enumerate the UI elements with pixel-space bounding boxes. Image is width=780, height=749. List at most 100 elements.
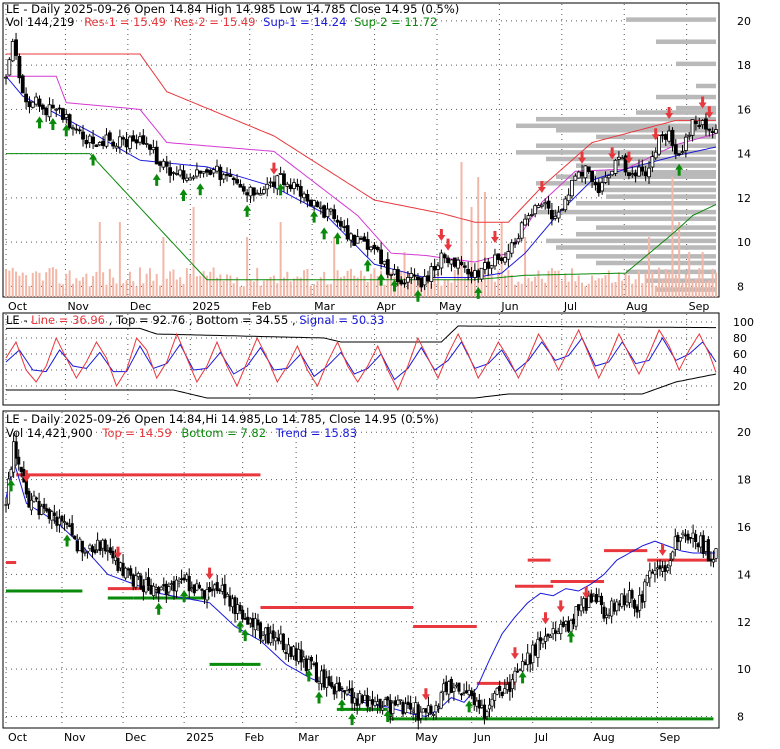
sell-signal-arrow <box>651 128 660 141</box>
volume-bar <box>112 277 115 297</box>
candle-body <box>506 251 511 260</box>
volume-bar <box>159 285 162 297</box>
candle-body <box>389 273 394 276</box>
candle-body <box>479 267 484 280</box>
candle-body <box>640 166 645 172</box>
trend-candle-body <box>330 682 334 688</box>
trend-candle-body <box>302 656 306 660</box>
candle-body <box>255 192 260 195</box>
main-x-tick-label: 2025 <box>192 300 220 313</box>
trend-candle-body <box>62 521 67 524</box>
volume-bar <box>5 269 7 297</box>
volume-bar <box>654 285 657 297</box>
trend-candle-body <box>513 670 517 683</box>
trend-candle-body <box>648 570 652 579</box>
trend-candle-body <box>266 626 270 644</box>
trend-candle-body <box>93 549 97 554</box>
candle-body <box>27 101 32 108</box>
volume-bar <box>426 276 429 297</box>
candle-body <box>332 209 337 219</box>
candle-body <box>282 173 286 186</box>
trend-sell-arrow <box>510 647 519 660</box>
trend-x-tick-label: Jun <box>473 731 491 744</box>
candle-body <box>178 169 183 176</box>
candle-body <box>539 204 544 207</box>
volume-profile-bar <box>636 110 716 115</box>
volume-bar <box>282 277 285 297</box>
trend-candle-body <box>373 701 377 706</box>
trend-candle-body <box>620 593 624 607</box>
candle-body <box>600 182 605 192</box>
trend-vol-label: Vol 14,421,900 <box>6 426 93 440</box>
stoch-comma-3: , <box>292 313 299 327</box>
volume-bar <box>68 270 71 297</box>
stochastic-lines <box>5 325 717 399</box>
trend-candle-body <box>645 575 649 584</box>
trend-candle-body <box>683 534 688 537</box>
trend-candle-body <box>615 601 619 612</box>
volume-bar <box>202 271 205 297</box>
trend-candle-body <box>220 584 224 592</box>
trend-x-tick-label: Oct <box>8 731 28 744</box>
volume-bar <box>453 269 456 297</box>
candle-body <box>168 167 173 176</box>
candle-body <box>345 225 350 240</box>
trend-candle-body <box>154 587 158 590</box>
stoch-top-label: Top = 92.76 <box>115 313 185 327</box>
trend-candles <box>4 432 718 730</box>
volume-bar <box>182 283 185 297</box>
volume-bar <box>115 283 118 297</box>
volume-bar <box>142 283 145 297</box>
trend-candle-body <box>355 698 359 706</box>
candle-body <box>57 107 62 110</box>
main-indicator-lines <box>5 53 717 281</box>
volume-profile-bar <box>676 61 716 67</box>
trend-candle-body <box>521 661 525 672</box>
volume-bar <box>480 281 483 297</box>
volume-profile-bar <box>596 170 716 175</box>
candle-body <box>700 120 705 126</box>
stoch-signal-line <box>5 337 717 381</box>
stochastic-header: LE - Line = 36.96 , Top = 92.76 , Bottom… <box>6 313 384 327</box>
trend-candle-body <box>383 699 387 706</box>
trend-candle-body <box>414 702 418 715</box>
stoch-signal-label: Signal = 50.33 <box>299 313 384 327</box>
trend-candle-body <box>653 570 657 575</box>
resistance-line <box>6 53 716 223</box>
trend-candle-body <box>124 567 128 579</box>
candle-body <box>549 209 554 220</box>
main-y-tick-label: 12 <box>737 192 751 205</box>
volume-bar <box>82 277 85 297</box>
candle-body <box>154 146 159 165</box>
candle-body <box>553 215 558 219</box>
candle-body <box>101 140 106 147</box>
candle-body <box>268 181 273 184</box>
sell-signal-arrow <box>537 181 546 194</box>
volume-bar <box>195 276 198 297</box>
volume-bar <box>594 280 597 297</box>
volume-bar <box>554 271 557 297</box>
candle-body <box>17 55 22 79</box>
trend-candle-body <box>149 584 153 595</box>
trend-candle-body <box>292 646 296 657</box>
candle-body <box>432 265 437 271</box>
candle-body <box>643 171 648 177</box>
candle-body <box>466 268 471 275</box>
volume-bar <box>55 269 58 297</box>
volume-bar <box>671 177 674 297</box>
volume-bar <box>473 274 476 297</box>
trend-candle-body <box>60 515 64 522</box>
volume-bar <box>239 286 242 297</box>
trend-candle-body <box>152 585 156 596</box>
volume-bar <box>31 272 34 297</box>
candle-body <box>385 259 390 275</box>
buy-signal-arrow <box>243 204 252 217</box>
trend-candle-body <box>192 584 196 594</box>
stoch-bottom-label: Bottom = 34.55 <box>196 313 288 327</box>
volume-bar <box>681 282 684 297</box>
volume-bar <box>353 275 356 297</box>
trend-candle-body <box>421 708 425 713</box>
trend-candle-body <box>57 517 61 525</box>
volume-bar <box>403 252 406 297</box>
volume-profile-bar <box>546 238 716 244</box>
